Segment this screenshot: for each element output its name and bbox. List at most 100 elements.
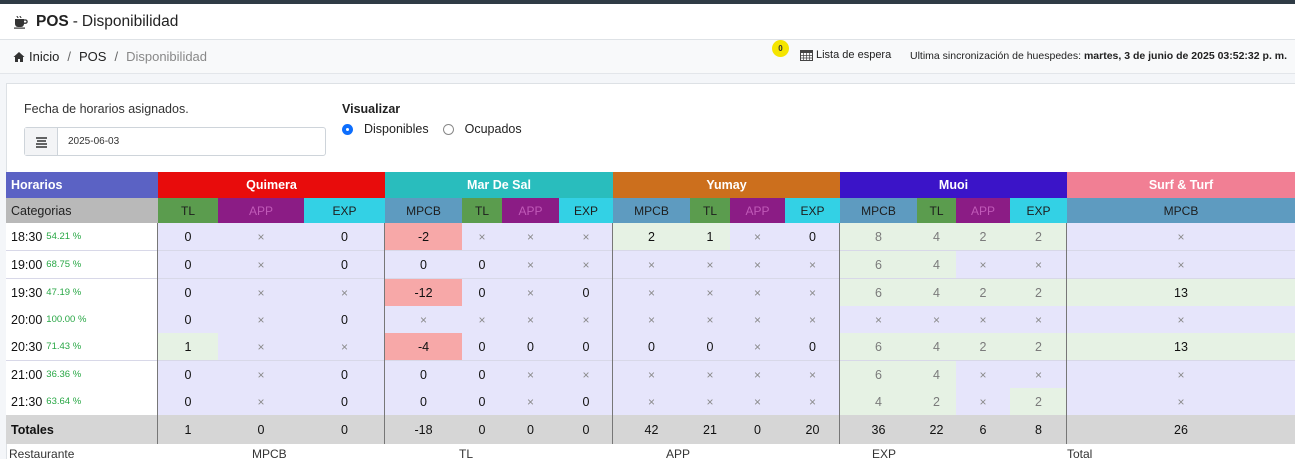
availability-cell[interactable]: 4: [917, 251, 956, 278]
availability-cell[interactable]: -12: [385, 279, 462, 306]
availability-cell[interactable]: ×: [785, 388, 840, 415]
availability-cell[interactable]: ×: [785, 279, 840, 306]
availability-cell[interactable]: ×: [690, 361, 730, 388]
availability-cell[interactable]: ×: [304, 333, 385, 360]
radio-occupied-label[interactable]: Ocupados: [464, 122, 522, 136]
availability-cell[interactable]: 8: [840, 223, 917, 250]
radio-available-label[interactable]: Disponibles: [364, 122, 429, 136]
availability-cell[interactable]: 2: [1010, 223, 1067, 250]
availability-cell[interactable]: -2: [385, 223, 462, 250]
availability-cell[interactable]: 6: [840, 279, 917, 306]
availability-cell[interactable]: 13: [1067, 279, 1295, 306]
availability-cell[interactable]: 2: [917, 388, 956, 415]
restaurant-header[interactable]: Yumay: [613, 172, 840, 198]
availability-cell[interactable]: ×: [840, 306, 917, 333]
availability-cell[interactable]: 0: [785, 223, 840, 250]
availability-cell[interactable]: ×: [218, 279, 304, 306]
availability-cell[interactable]: ×: [559, 361, 613, 388]
waitlist-link[interactable]: Lista de espera: [800, 49, 891, 61]
availability-cell[interactable]: ×: [385, 306, 462, 333]
restaurant-header[interactable]: Mar De Sal: [385, 172, 613, 198]
availability-cell[interactable]: 0: [462, 251, 502, 278]
availability-cell[interactable]: 4: [917, 361, 956, 388]
availability-cell[interactable]: ×: [218, 306, 304, 333]
availability-cell[interactable]: 2: [956, 223, 1010, 250]
availability-cell[interactable]: 0: [158, 361, 218, 388]
availability-cell[interactable]: 0: [785, 333, 840, 360]
availability-cell[interactable]: ×: [559, 223, 613, 250]
availability-cell[interactable]: ×: [559, 306, 613, 333]
availability-cell[interactable]: 0: [385, 251, 462, 278]
date-field[interactable]: 2025-06-03: [24, 127, 326, 156]
availability-cell[interactable]: ×: [730, 279, 785, 306]
availability-cell[interactable]: ×: [956, 306, 1010, 333]
availability-cell[interactable]: 0: [559, 333, 613, 360]
availability-cell[interactable]: 0: [690, 333, 730, 360]
availability-cell[interactable]: ×: [730, 306, 785, 333]
availability-cell[interactable]: ×: [613, 279, 690, 306]
availability-cell[interactable]: ×: [1067, 223, 1295, 250]
availability-cell[interactable]: 0: [559, 279, 613, 306]
availability-cell[interactable]: 0: [462, 279, 502, 306]
availability-cell[interactable]: ×: [730, 388, 785, 415]
availability-cell[interactable]: 0: [304, 388, 385, 415]
breadcrumb-pos[interactable]: POS: [78, 49, 107, 64]
availability-cell[interactable]: 2: [1010, 279, 1067, 306]
availability-cell[interactable]: 0: [304, 251, 385, 278]
availability-cell[interactable]: ×: [502, 251, 559, 278]
availability-cell[interactable]: 6: [840, 361, 917, 388]
availability-cell[interactable]: 0: [158, 279, 218, 306]
availability-cell[interactable]: ×: [956, 361, 1010, 388]
availability-cell[interactable]: 4: [917, 223, 956, 250]
availability-cell[interactable]: ×: [785, 251, 840, 278]
availability-cell[interactable]: ×: [956, 388, 1010, 415]
availability-cell[interactable]: ×: [730, 223, 785, 250]
availability-cell[interactable]: ×: [218, 251, 304, 278]
availability-cell[interactable]: -4: [385, 333, 462, 360]
availability-cell[interactable]: ×: [218, 333, 304, 360]
availability-cell[interactable]: 2: [1010, 388, 1067, 415]
availability-cell[interactable]: 0: [158, 306, 218, 333]
availability-cell[interactable]: ×: [613, 251, 690, 278]
availability-cell[interactable]: 0: [462, 388, 502, 415]
availability-cell[interactable]: 0: [385, 388, 462, 415]
availability-cell[interactable]: 2: [1010, 333, 1067, 360]
availability-cell[interactable]: 6: [840, 251, 917, 278]
availability-cell[interactable]: 4: [917, 279, 956, 306]
availability-cell[interactable]: ×: [785, 361, 840, 388]
availability-cell[interactable]: 13: [1067, 333, 1295, 360]
availability-cell[interactable]: ×: [690, 279, 730, 306]
availability-cell[interactable]: ×: [956, 251, 1010, 278]
availability-cell[interactable]: ×: [1067, 306, 1295, 333]
availability-cell[interactable]: ×: [730, 251, 785, 278]
availability-cell[interactable]: 0: [502, 333, 559, 360]
availability-cell[interactable]: 0: [304, 223, 385, 250]
restaurant-header[interactable]: Surf & Turf: [1067, 172, 1295, 198]
availability-cell[interactable]: 0: [385, 361, 462, 388]
availability-cell[interactable]: ×: [690, 306, 730, 333]
availability-cell[interactable]: ×: [917, 306, 956, 333]
availability-cell[interactable]: 2: [956, 279, 1010, 306]
availability-cell[interactable]: ×: [502, 223, 559, 250]
availability-cell[interactable]: ×: [502, 361, 559, 388]
date-picker-button[interactable]: [25, 128, 58, 155]
availability-cell[interactable]: 0: [158, 251, 218, 278]
availability-cell[interactable]: ×: [502, 279, 559, 306]
availability-cell[interactable]: ×: [613, 306, 690, 333]
availability-cell[interactable]: ×: [218, 223, 304, 250]
availability-cell[interactable]: 0: [304, 306, 385, 333]
availability-cell[interactable]: ×: [613, 388, 690, 415]
availability-cell[interactable]: 0: [158, 388, 218, 415]
availability-cell[interactable]: ×: [304, 279, 385, 306]
availability-cell[interactable]: ×: [613, 361, 690, 388]
availability-cell[interactable]: ×: [502, 306, 559, 333]
availability-cell[interactable]: ×: [1067, 251, 1295, 278]
availability-cell[interactable]: 0: [304, 361, 385, 388]
availability-cell[interactable]: ×: [1010, 251, 1067, 278]
availability-cell[interactable]: ×: [218, 361, 304, 388]
availability-cell[interactable]: 0: [613, 333, 690, 360]
availability-cell[interactable]: ×: [690, 251, 730, 278]
restaurant-header[interactable]: Quimera: [158, 172, 385, 198]
availability-cell[interactable]: 6: [840, 333, 917, 360]
availability-cell[interactable]: ×: [785, 306, 840, 333]
